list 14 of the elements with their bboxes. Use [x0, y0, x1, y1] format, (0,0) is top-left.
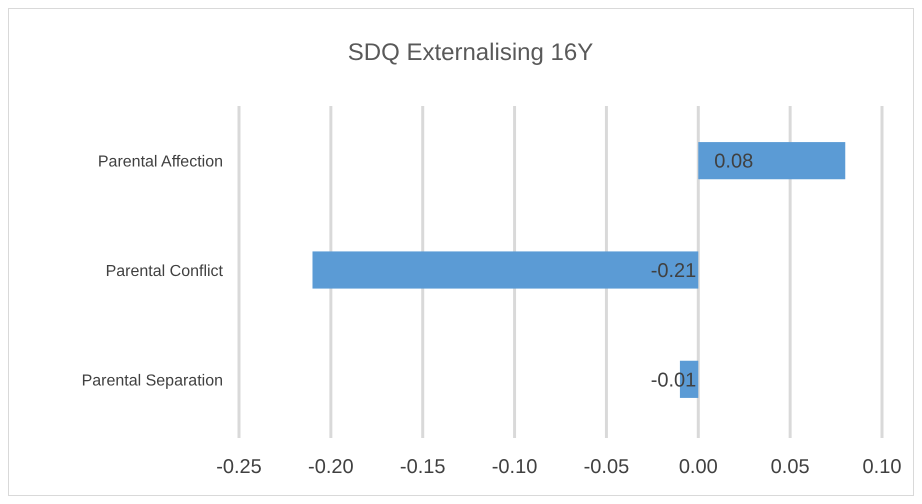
x-tick-label: -0.15 — [400, 456, 446, 478]
x-tick-label: -0.05 — [584, 456, 630, 478]
data-label: -0.21 — [650, 260, 696, 282]
x-tick-label: -0.20 — [308, 456, 354, 478]
x-tick-label: 0.00 — [678, 456, 718, 478]
x-tick-label: -0.25 — [216, 456, 262, 478]
x-tick-label: 0.05 — [770, 456, 810, 478]
y-tick-label: Parental Conflict — [106, 263, 224, 280]
chart-title: SDQ Externalising 16Y — [348, 39, 594, 66]
x-tick-label: 0.10 — [862, 456, 902, 478]
y-tick-label: Parental Affection — [98, 154, 223, 171]
y-tick-label: Parental Separation — [82, 372, 223, 390]
x-tick-label: -0.10 — [492, 456, 538, 478]
data-label: 0.08 — [714, 150, 754, 173]
